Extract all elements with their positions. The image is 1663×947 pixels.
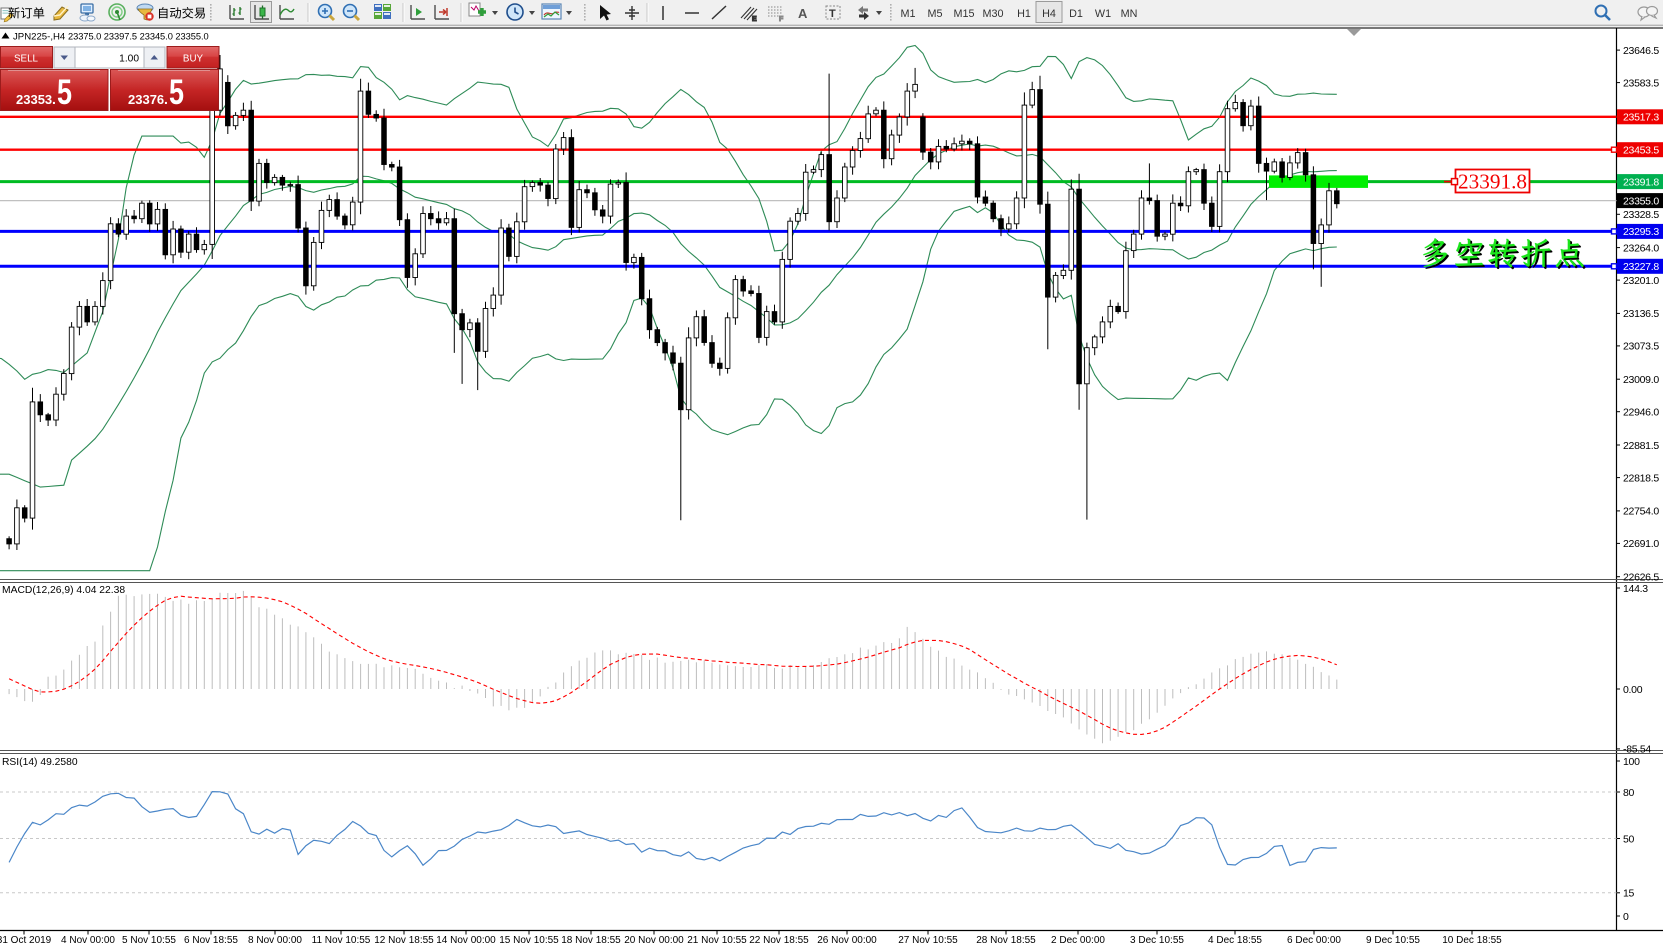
svg-text:50: 50: [1623, 833, 1635, 845]
svg-text:23073.5: 23073.5: [1623, 341, 1659, 353]
svg-text:5 Nov 10:55: 5 Nov 10:55: [122, 935, 176, 946]
svg-text:80: 80: [1623, 787, 1635, 799]
svg-text:18 Nov 18:55: 18 Nov 18:55: [561, 935, 621, 946]
svg-text:21 Nov 10:55: 21 Nov 10:55: [687, 935, 747, 946]
svg-text:15 Nov 10:55: 15 Nov 10:55: [499, 935, 559, 946]
svg-text:22946.0: 22946.0: [1623, 407, 1659, 419]
svg-text:JPN225-,H4: JPN225-,H4: [13, 32, 66, 43]
svg-text:5: 5: [169, 73, 184, 112]
svg-text:10 Dec 18:55: 10 Dec 18:55: [1442, 935, 1502, 946]
svg-text:27 Nov 10:55: 27 Nov 10:55: [898, 935, 958, 946]
svg-text:26 Nov 00:00: 26 Nov 00:00: [817, 935, 877, 946]
svg-text:100: 100: [1623, 756, 1640, 768]
svg-text:2 Dec 00:00: 2 Dec 00:00: [1051, 935, 1105, 946]
svg-text:12 Nov 18:55: 12 Nov 18:55: [374, 935, 434, 946]
svg-text:8 Nov 00:00: 8 Nov 00:00: [248, 935, 302, 946]
svg-text:23264.0: 23264.0: [1623, 242, 1659, 254]
svg-text:E: E: [752, 16, 757, 23]
svg-text:23136.5: 23136.5: [1623, 308, 1659, 320]
svg-text:23646.5: 23646.5: [1623, 45, 1659, 57]
svg-text:20 Nov 00:00: 20 Nov 00:00: [624, 935, 684, 946]
svg-text:.: .: [164, 91, 168, 107]
svg-text:RSI(14) 49.2580: RSI(14) 49.2580: [2, 757, 78, 768]
svg-text:M15: M15: [953, 8, 974, 20]
svg-text:BUY: BUY: [183, 54, 204, 65]
svg-text:-85.54: -85.54: [1623, 744, 1651, 756]
svg-text:22626.5: 22626.5: [1623, 572, 1659, 584]
svg-text:.: .: [52, 91, 56, 107]
svg-text:4 Dec 18:55: 4 Dec 18:55: [1208, 935, 1262, 946]
svg-text:28 Nov 18:55: 28 Nov 18:55: [976, 935, 1036, 946]
svg-text:23295.3: 23295.3: [1623, 226, 1659, 238]
svg-text:W1: W1: [1095, 8, 1111, 20]
svg-text:23583.5: 23583.5: [1623, 77, 1659, 89]
svg-text:23227.8: 23227.8: [1623, 261, 1659, 273]
svg-text:M5: M5: [928, 8, 943, 20]
svg-text:23517.3: 23517.3: [1623, 112, 1659, 124]
svg-text:23353: 23353: [16, 92, 52, 107]
svg-text:MACD(12,26,9) 4.04 22.38: MACD(12,26,9) 4.04 22.38: [2, 585, 125, 596]
svg-text:M1: M1: [901, 8, 916, 20]
svg-text:31 Oct 2019: 31 Oct 2019: [0, 935, 52, 946]
svg-text:11 Nov 10:55: 11 Nov 10:55: [312, 935, 371, 946]
svg-text:22754.0: 22754.0: [1623, 506, 1659, 518]
svg-text:0.00: 0.00: [1623, 684, 1643, 696]
svg-text:23355.0: 23355.0: [1623, 195, 1659, 207]
svg-text:22881.5: 22881.5: [1623, 440, 1659, 452]
svg-text:23201.0: 23201.0: [1623, 275, 1659, 287]
svg-text:9 Dec 10:55: 9 Dec 10:55: [1366, 935, 1420, 946]
svg-text:22818.5: 22818.5: [1623, 472, 1659, 484]
svg-text:MN: MN: [1121, 8, 1138, 20]
svg-text:1.00: 1.00: [119, 54, 139, 65]
svg-text:144.3: 144.3: [1623, 583, 1648, 595]
svg-text:3 Dec 10:55: 3 Dec 10:55: [1130, 935, 1184, 946]
svg-text:H1: H1: [1017, 8, 1031, 20]
svg-text:23009.0: 23009.0: [1623, 374, 1659, 386]
svg-text:0: 0: [1623, 911, 1629, 923]
svg-text:6 Dec 00:00: 6 Dec 00:00: [1287, 935, 1341, 946]
svg-text:23376: 23376: [128, 92, 164, 107]
svg-text:A: A: [798, 6, 808, 21]
svg-text:22 Nov 18:55: 22 Nov 18:55: [749, 935, 809, 946]
svg-text:23391.8: 23391.8: [1623, 176, 1659, 188]
svg-text:H4: H4: [1042, 8, 1056, 20]
svg-text:23328.5: 23328.5: [1623, 209, 1659, 221]
svg-text:22691.0: 22691.0: [1623, 538, 1659, 550]
svg-text:6 Nov 18:55: 6 Nov 18:55: [184, 935, 238, 946]
svg-text:SELL: SELL: [14, 54, 39, 65]
svg-text:14 Nov 00:00: 14 Nov 00:00: [436, 935, 496, 946]
svg-text:M30: M30: [982, 8, 1003, 20]
svg-text:T: T: [829, 8, 836, 20]
svg-text:F: F: [779, 16, 784, 23]
svg-text:23453.5: 23453.5: [1623, 145, 1659, 157]
svg-text:4 Nov 00:00: 4 Nov 00:00: [61, 935, 115, 946]
svg-text:5: 5: [57, 73, 72, 112]
svg-text:23391.8: 23391.8: [1458, 170, 1527, 194]
svg-text:23375.0 23397.5 23345.0 23355.: 23375.0 23397.5 23345.0 23355.0: [68, 32, 209, 42]
svg-text:D1: D1: [1069, 8, 1083, 20]
svg-text:15: 15: [1623, 888, 1635, 900]
